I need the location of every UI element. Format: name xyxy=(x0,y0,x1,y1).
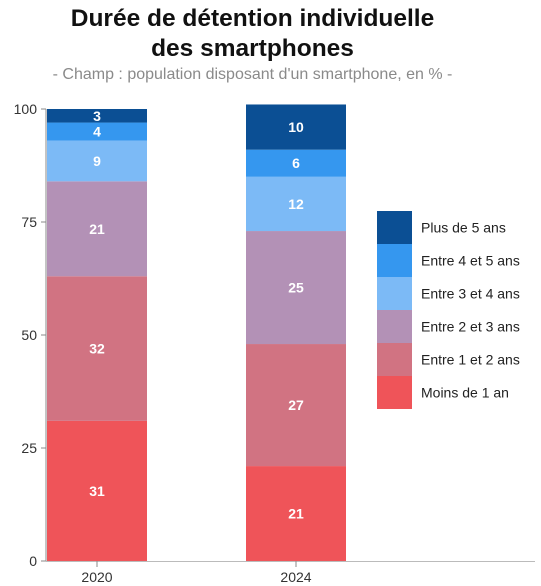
data-label-2020-1: 32 xyxy=(89,341,105,357)
y-tick-label-75: 75 xyxy=(21,214,37,230)
data-label-2020-5: 3 xyxy=(93,108,101,124)
bar-segment-2024-2 xyxy=(246,231,346,345)
data-label-2024-3: 12 xyxy=(288,196,304,212)
legend: Plus de 5 ans Entre 4 et 5 ans Entre 3 et … xyxy=(377,211,520,409)
y-tick-label-0: 0 xyxy=(29,553,37,569)
bar-segment-2020-5 xyxy=(47,109,147,123)
legend-swatch-4 xyxy=(377,343,412,376)
bar-segment-2024-4 xyxy=(246,149,346,177)
y-tick-label-25: 25 xyxy=(21,440,37,456)
bar-segment-2020-1 xyxy=(47,276,147,421)
data-label-2024-2: 25 xyxy=(288,280,304,296)
bar-segment-2024-1 xyxy=(246,344,346,467)
chart-title-line-1: Durée de détention individuelle xyxy=(70,5,435,32)
chart-subtitle: - Champ : population disposant d'un smar… xyxy=(52,66,453,83)
data-label-2020-2: 21 xyxy=(89,221,105,237)
data-label-2024-1: 27 xyxy=(288,397,304,413)
legend-label-1: Entre 4 et 5 ans xyxy=(421,253,520,269)
legend-swatch-1 xyxy=(377,244,412,277)
x-axis: 2020 2024 xyxy=(46,561,535,585)
data-label-2024-4: 6 xyxy=(292,155,300,171)
data-label-2020-0: 31 xyxy=(89,483,105,499)
data-label-2020-3: 9 xyxy=(93,153,101,169)
bar-segment-2020-4 xyxy=(47,122,147,141)
y-tick-label-50: 50 xyxy=(21,327,37,343)
legend-swatch-5 xyxy=(377,376,412,409)
legend-label-2: Entre 3 et 4 ans xyxy=(421,286,520,302)
chart-title: Durée de détention individuelle des smar… xyxy=(0,4,505,64)
legend-swatch-3 xyxy=(377,310,412,343)
data-label-2024-0: 21 xyxy=(288,506,304,522)
data-label-2020-4: 4 xyxy=(93,124,101,140)
bar-segment-2020-3 xyxy=(47,140,147,182)
bar-segment-2020-2 xyxy=(47,181,147,277)
legend-label-3: Entre 2 et 3 ans xyxy=(421,319,520,335)
legend-label-4: Entre 1 et 2 ans xyxy=(421,352,520,368)
bars-group: 31 32 21 9 43 21 27 25 12 6 10 xyxy=(47,104,346,561)
data-label-2024-5: 10 xyxy=(288,119,304,135)
y-tick-label-100: 100 xyxy=(14,101,38,117)
legend-swatch-2 xyxy=(377,277,412,310)
bar-segment-2020-0 xyxy=(47,420,147,561)
legend-label-0: Plus de 5 ans xyxy=(421,220,506,236)
x-tick-label-2024: 2024 xyxy=(280,569,311,585)
bar-segment-2024-0 xyxy=(246,466,346,561)
legend-swatch-0 xyxy=(377,211,412,244)
bar-segment-2024-3 xyxy=(246,176,346,232)
x-tick-label-2020: 2020 xyxy=(81,569,112,585)
y-axis: 0 25 50 75 100 xyxy=(14,101,47,569)
chart-title-line-2: des smartphones xyxy=(151,35,354,62)
legend-label-5: Moins de 1 an xyxy=(421,385,509,401)
bar-segment-2024-5 xyxy=(246,104,346,150)
